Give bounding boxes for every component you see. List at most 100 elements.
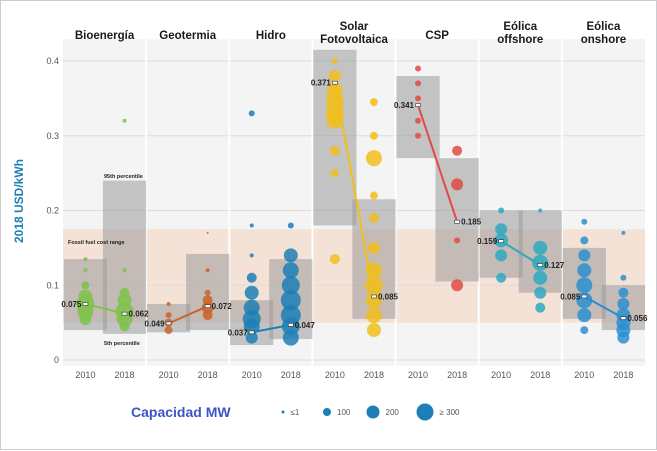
average-marker [620,316,627,320]
y-tick-label: 0 [54,355,59,365]
data-point [248,110,255,117]
legend: Capacidad MW ≤1 100 200 ≥ 300 [131,403,461,421]
data-point [202,295,213,306]
data-point [330,169,339,178]
x-tick-label: 2018 [613,370,633,380]
average-value-label: 0.072 [212,302,233,311]
legend-size-marker [416,403,434,421]
legend-item-label: ≥ 300 [440,408,461,417]
data-point [580,236,589,245]
data-point [577,263,592,278]
average-value-label: 0.127 [544,261,565,270]
percentile-bar [396,75,440,159]
legend-title: Capacidad MW [131,404,231,420]
legend-item-label: 200 [386,408,400,417]
y-tick-label: 0.4 [46,56,59,66]
average-marker [332,80,338,85]
average-value-label: 0.062 [129,310,150,319]
data-point [616,308,631,323]
data-point [331,58,338,64]
average-value-label: 0.371 [311,79,332,88]
data-point [577,308,592,323]
average-line [168,305,209,325]
data-point [329,145,340,156]
data-point [122,118,127,123]
data-point [204,289,211,296]
x-tick-label: 2018 [281,370,301,380]
average-marker [581,294,588,299]
data-point [165,312,172,319]
average-marker [165,321,172,326]
x-tick-label: 2018 [530,370,550,380]
x-tick-label: 2010 [159,370,179,380]
average-marker [498,239,504,243]
data-point [535,302,546,313]
average-marker [248,330,255,335]
p95-annotation: 95th percentile [104,174,143,180]
average-value-label: 0.085 [378,292,399,301]
data-point [576,277,593,294]
data-point [83,257,88,262]
legend-size-marker [366,405,380,419]
x-tick-label: 2010 [491,370,511,380]
data-point [119,287,130,298]
data-point [365,292,382,309]
average-marker [204,304,211,308]
data-point [328,69,341,82]
data-point [282,262,299,279]
data-point [580,326,589,335]
average-value-label: 0.049 [145,319,166,328]
y-tick-label: 0.1 [46,280,59,290]
data-point [242,309,261,328]
category-label: Geotermia [159,30,216,42]
data-point [495,249,508,262]
legend-item-label: ≤1 [291,408,300,417]
data-point [618,287,629,298]
data-point [366,323,381,338]
average-marker [82,302,89,306]
data-point [243,299,260,316]
average-value-label: 0.159 [477,237,498,246]
data-point [81,281,90,290]
data-point [115,302,134,321]
data-point [617,297,630,310]
data-point [122,268,127,273]
x-tick-label: 2018 [447,370,467,380]
data-point [495,223,508,236]
legend-item-label: 100 [337,408,351,417]
data-point [367,241,380,254]
data-point [369,131,378,140]
data-point [369,98,378,107]
x-tick-label: 2018 [364,370,384,380]
category-labels-layer: Bioenergía Geotermia Hidro Solar Fotovoltaic… [75,21,626,46]
data-point [415,117,422,124]
category-label: Bioenergía [75,30,135,42]
data-point [621,230,626,235]
legend-size-marker [281,410,285,414]
average-value-label: 0.185 [461,218,482,227]
x-tick-label: 2010 [574,370,594,380]
average-marker [371,294,377,299]
data-point [620,274,627,281]
data-point [532,254,549,271]
category-label: Eólica offshore [497,21,543,46]
data-point [206,231,209,234]
average-marker [121,311,128,316]
data-point [578,249,591,262]
category-label: Eólica onshore [581,21,626,46]
data-point [581,218,588,225]
average-value-label: 0.056 [627,314,648,323]
fossil-fuel-label: Fossil fuel cost range [68,240,125,246]
y-tick-label: 0.3 [46,131,59,141]
data-point [538,208,543,213]
data-point [280,290,301,311]
average-marker [537,263,544,267]
x-tick-label: 2010 [242,370,262,380]
data-point [496,272,507,283]
data-point [369,191,378,200]
average-line [333,82,375,297]
average-value-label: 0.085 [560,292,581,301]
